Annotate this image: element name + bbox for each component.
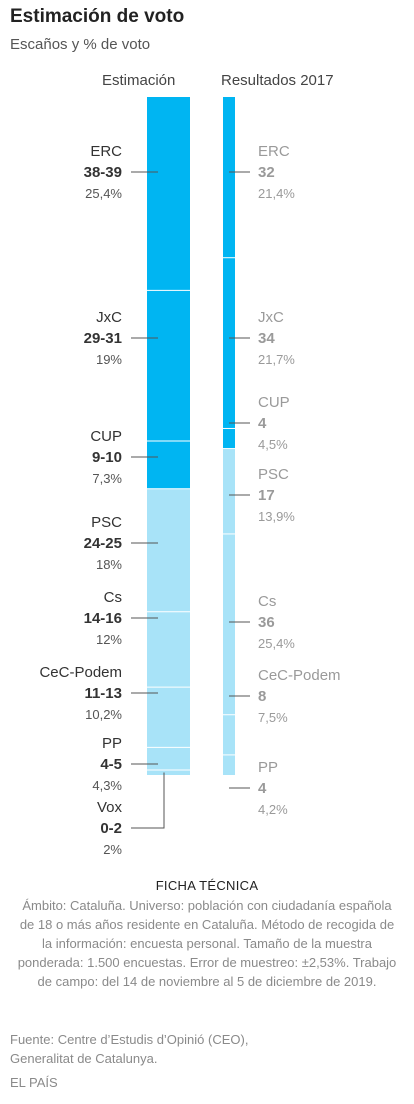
bar-est-cec-podem bbox=[147, 687, 190, 748]
label-res-pp-name: PP bbox=[258, 759, 278, 776]
bar-res-cup bbox=[223, 428, 235, 449]
label-res-jxc-vote: 21,7% bbox=[258, 352, 295, 367]
column-header-resultados-2017: Resultados 2017 bbox=[221, 72, 334, 89]
label-res-cup-vote: 4,5% bbox=[258, 437, 288, 452]
label-res-cup-name: CUP bbox=[258, 394, 290, 411]
source-note: Fuente: Centre d’Estudis d’Opinió (CEO),… bbox=[10, 1032, 249, 1066]
label-est-vox-seats: 0-2 bbox=[100, 820, 122, 837]
publisher-credit: EL PAÍS bbox=[10, 1075, 58, 1090]
ficha-tecnica-body: Ámbito: Cataluña. Universo: población co… bbox=[17, 898, 397, 989]
bar-res-erc bbox=[223, 97, 235, 258]
label-est-psc-name: PSC bbox=[91, 514, 122, 531]
label-res-pp-seats: 4 bbox=[258, 780, 267, 797]
bar-est-pp bbox=[147, 747, 190, 770]
label-res-psc-seats: 17 bbox=[258, 487, 275, 504]
label-est-cs-vote: 12% bbox=[96, 632, 122, 647]
label-est-cup-vote: 7,3% bbox=[92, 471, 122, 486]
bar-est-cs bbox=[147, 611, 190, 688]
label-est-cup-name: CUP bbox=[90, 428, 122, 445]
label-est-erc-seats: 38-39 bbox=[84, 164, 122, 181]
label-res-cs-vote: 25,4% bbox=[258, 636, 295, 651]
column-header-estimacion: Estimación bbox=[102, 72, 176, 89]
label-est-pp-vote: 4,3% bbox=[92, 778, 122, 793]
label-est-cec-podem-vote: 10,2% bbox=[85, 707, 122, 722]
label-est-cup-seats: 9-10 bbox=[92, 449, 122, 466]
label-res-erc-seats: 32 bbox=[258, 164, 275, 181]
bar-res-psc bbox=[223, 448, 235, 534]
label-est-cs-name: Cs bbox=[104, 589, 122, 606]
bar-est-cup bbox=[147, 441, 190, 489]
chart-subtitle: Escaños y % de voto bbox=[10, 36, 151, 53]
label-est-psc-seats: 24-25 bbox=[84, 535, 122, 552]
label-res-cec-podem-vote: 7,5% bbox=[258, 710, 288, 725]
label-res-cs-seats: 36 bbox=[258, 614, 275, 631]
label-est-psc-vote: 18% bbox=[96, 557, 122, 572]
label-res-jxc-name: JxC bbox=[258, 309, 284, 326]
label-est-jxc-seats: 29-31 bbox=[84, 330, 122, 347]
label-res-psc-vote: 13,9% bbox=[258, 509, 295, 524]
label-res-pp-vote: 4,2% bbox=[258, 802, 288, 817]
seat-chart: ERC 38-39 25,4% JxC 29-31 19% CUP 9-10 7,3% PSC 24… bbox=[39, 97, 341, 857]
label-est-erc-name: ERC bbox=[90, 143, 122, 160]
label-res-cec-podem-name: CeC-Podem bbox=[258, 667, 341, 684]
ficha-tecnica-title: FICHA TÉCNICA bbox=[155, 878, 259, 893]
bar-res-pp bbox=[223, 754, 235, 775]
bar-res-jxc bbox=[223, 257, 235, 429]
label-res-cup-seats: 4 bbox=[258, 415, 267, 432]
label-est-jxc-vote: 19% bbox=[96, 352, 122, 367]
bar-est-erc bbox=[147, 97, 190, 291]
label-est-jxc-name: JxC bbox=[96, 309, 122, 326]
label-est-cec-podem-seats: 11-13 bbox=[84, 685, 122, 702]
label-est-vox-name: Vox bbox=[97, 799, 123, 816]
label-est-erc-vote: 25,4% bbox=[85, 186, 122, 201]
bar-res-cs bbox=[223, 533, 235, 715]
bar-est-psc bbox=[147, 488, 190, 612]
label-res-erc-name: ERC bbox=[258, 143, 290, 160]
label-res-psc-name: PSC bbox=[258, 466, 289, 483]
label-est-cec-podem-name: CeC-Podem bbox=[39, 664, 122, 681]
bar-res-cec-podem bbox=[223, 714, 235, 755]
label-res-erc-vote: 21,4% bbox=[258, 186, 295, 201]
bar-est-vox bbox=[147, 769, 190, 775]
label-est-vox-vote: 2% bbox=[103, 842, 122, 857]
label-res-cec-podem-seats: 8 bbox=[258, 688, 266, 705]
label-res-jxc-seats: 34 bbox=[258, 330, 275, 347]
label-est-pp-seats: 4-5 bbox=[100, 756, 122, 773]
bar-est-jxc bbox=[147, 290, 190, 442]
label-est-cs-seats: 14-16 bbox=[84, 610, 122, 627]
leader-est-vox bbox=[131, 772, 165, 829]
label-res-cs-name: Cs bbox=[258, 593, 276, 610]
label-est-pp-name: PP bbox=[102, 735, 122, 752]
chart-title: Estimación de voto bbox=[10, 6, 185, 27]
